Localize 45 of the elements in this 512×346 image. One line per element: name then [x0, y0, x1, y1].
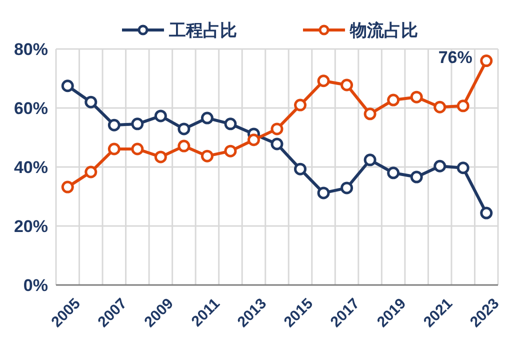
- point: [294, 162, 307, 176]
- y-tick-label: 60%: [14, 99, 48, 118]
- point: [84, 166, 98, 178]
- point: [340, 182, 354, 194]
- point: [131, 142, 144, 156]
- point: [61, 180, 74, 194]
- y-tick-label: 0%: [23, 276, 48, 295]
- legend-label: 物流占比: [349, 21, 418, 40]
- annotation: 76%: [438, 48, 472, 67]
- y-tick-label: 40%: [14, 158, 48, 177]
- y-tick-label: 20%: [14, 217, 48, 236]
- point: [340, 78, 354, 92]
- point: [200, 150, 214, 162]
- legend-label: 工程占比: [168, 21, 237, 40]
- point: [154, 110, 167, 122]
- point: [131, 118, 144, 130]
- point: [317, 74, 330, 88]
- point: [270, 122, 284, 136]
- point: [294, 98, 307, 112]
- point: [84, 96, 98, 108]
- point: [108, 118, 120, 132]
- point: [200, 112, 214, 124]
- point: [178, 140, 190, 152]
- point: [224, 144, 237, 158]
- point: [480, 54, 493, 68]
- point: [247, 134, 260, 146]
- y-tick-label: 80%: [14, 40, 48, 59]
- point: [154, 150, 167, 164]
- point: [480, 206, 493, 220]
- point: [317, 186, 330, 200]
- point: [224, 118, 237, 130]
- point: [178, 122, 190, 136]
- point: [456, 100, 470, 112]
- point: [434, 100, 446, 114]
- point: [108, 142, 120, 156]
- point: [434, 160, 446, 172]
- point: [456, 162, 470, 174]
- point: [270, 138, 284, 150]
- point: [410, 170, 423, 184]
- point: [387, 94, 400, 106]
- point: [364, 108, 376, 120]
- point: [364, 154, 376, 166]
- point: [61, 80, 74, 92]
- point: [410, 90, 423, 104]
- point: [387, 166, 400, 180]
